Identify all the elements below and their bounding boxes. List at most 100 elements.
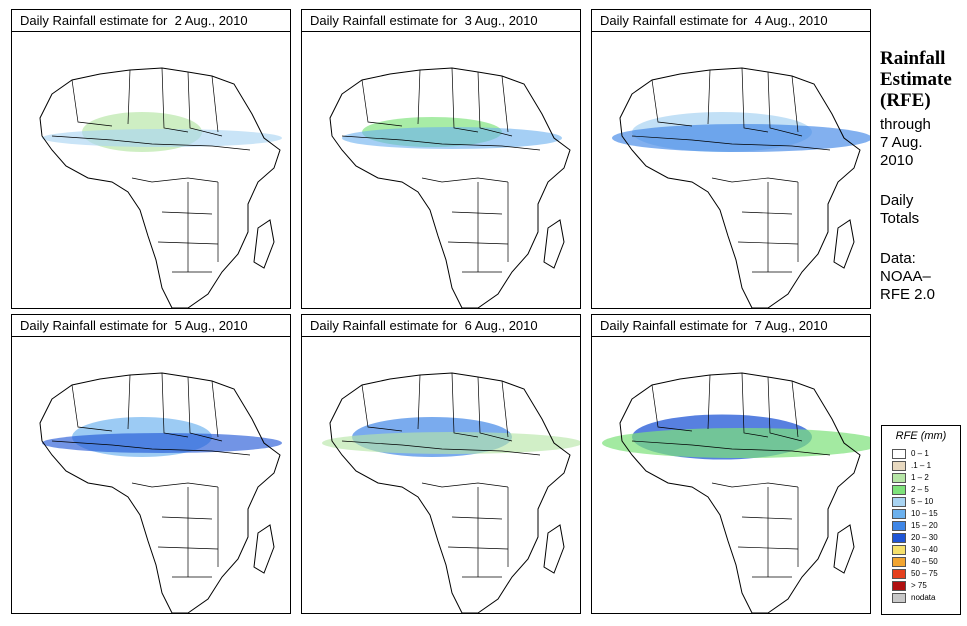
map-panel-5-aug: Daily Rainfall estimate for 5 Aug., 2010 bbox=[11, 314, 291, 614]
madagascar-outline bbox=[833, 524, 855, 574]
country-border bbox=[71, 79, 113, 127]
legend-item: 1 – 2 bbox=[892, 473, 958, 484]
totals-text: Totals bbox=[880, 210, 920, 227]
country-border bbox=[767, 71, 803, 137]
legend-swatch bbox=[892, 581, 906, 591]
panel-title: Daily Rainfall estimate for 4 Aug., 2010 bbox=[591, 9, 871, 33]
country-border bbox=[451, 516, 503, 520]
country-border bbox=[707, 374, 711, 430]
source-line: RFE 2.0 bbox=[880, 286, 936, 303]
legend-item: 10 – 15 bbox=[892, 509, 958, 520]
legend-label: .1 – 1 bbox=[911, 461, 932, 470]
country-border bbox=[161, 211, 213, 215]
country-border bbox=[741, 372, 769, 438]
country-border bbox=[161, 372, 189, 438]
data-source: Data: NOAA– RFE 2.0 bbox=[880, 250, 966, 304]
africa-map bbox=[591, 31, 871, 309]
country-border bbox=[341, 440, 541, 456]
country-border bbox=[161, 67, 189, 133]
country-border bbox=[741, 67, 769, 133]
country-border bbox=[421, 177, 509, 183]
map-canvas bbox=[39, 372, 282, 613]
country-border bbox=[631, 135, 831, 151]
map-canvas bbox=[329, 67, 571, 308]
country-border bbox=[741, 211, 793, 215]
legend-label: > 75 bbox=[911, 581, 927, 590]
map-canvas bbox=[612, 67, 870, 308]
country-border bbox=[361, 79, 403, 127]
legend-label: 0 – 1 bbox=[911, 449, 929, 458]
country-border bbox=[417, 374, 421, 430]
rfe-title-line: (RFE) bbox=[880, 90, 931, 111]
panel-title: Daily Rainfall estimate for 3 Aug., 2010 bbox=[301, 9, 581, 33]
through-date: through 7 Aug. 2010 bbox=[880, 116, 966, 170]
country-border bbox=[131, 482, 219, 488]
legend-swatch bbox=[892, 533, 906, 543]
rainfall-band bbox=[602, 428, 870, 458]
country-border bbox=[211, 380, 219, 438]
legend-swatch bbox=[892, 509, 906, 519]
country-border bbox=[707, 69, 711, 125]
africa-map bbox=[11, 31, 291, 309]
country-border bbox=[361, 384, 403, 432]
panel-title: Daily Rainfall estimate for 5 Aug., 2010 bbox=[11, 314, 291, 338]
country-border bbox=[741, 516, 793, 520]
africa-coastline bbox=[39, 372, 281, 613]
legend-label: nodata bbox=[911, 593, 936, 602]
map-panel-2-aug: Daily Rainfall estimate for 2 Aug., 2010 bbox=[11, 9, 291, 309]
legend-swatch bbox=[892, 569, 906, 579]
legend-item: > 75 bbox=[892, 581, 958, 592]
panel-title: Daily Rainfall estimate for 7 Aug., 2010 bbox=[591, 314, 871, 338]
africa-coastline bbox=[329, 67, 571, 308]
rainfall-band bbox=[342, 127, 562, 149]
country-border bbox=[187, 376, 223, 442]
rfe-title: Rainfall Estimate (RFE) bbox=[880, 48, 966, 111]
legend-swatch bbox=[892, 593, 906, 603]
africa-map bbox=[591, 336, 871, 614]
legend-title: RFE (mm) bbox=[895, 430, 947, 442]
country-border bbox=[211, 75, 219, 133]
map-panel-6-aug: Daily Rainfall estimate for 6 Aug., 2010 bbox=[301, 314, 581, 614]
legend-item: 30 – 40 bbox=[892, 545, 958, 556]
africa-map bbox=[301, 336, 581, 614]
country-border bbox=[421, 482, 509, 488]
country-border bbox=[711, 482, 799, 488]
country-border bbox=[451, 372, 479, 438]
country-border bbox=[767, 376, 803, 442]
country-border bbox=[127, 69, 131, 125]
country-border bbox=[51, 135, 251, 151]
legend-label: 20 – 30 bbox=[911, 533, 938, 542]
africa-coastline bbox=[329, 372, 571, 613]
legend-item: 20 – 30 bbox=[892, 533, 958, 544]
country-border bbox=[127, 374, 131, 430]
legend-label: 15 – 20 bbox=[911, 521, 938, 530]
legend-item: 50 – 75 bbox=[892, 569, 958, 580]
panel-title: Daily Rainfall estimate for 2 Aug., 2010 bbox=[11, 9, 291, 33]
legend-swatch bbox=[892, 485, 906, 495]
map-canvas bbox=[322, 372, 580, 613]
legend-swatch bbox=[892, 461, 906, 471]
country-border bbox=[161, 516, 213, 520]
country-border bbox=[477, 376, 513, 442]
legend-item: 40 – 50 bbox=[892, 557, 958, 568]
country-border bbox=[791, 380, 799, 438]
legend-label: 40 – 50 bbox=[911, 557, 938, 566]
country-border bbox=[651, 79, 693, 127]
legend-swatch bbox=[892, 557, 906, 567]
legend-item: 0 – 1 bbox=[892, 449, 958, 460]
madagascar-outline bbox=[253, 524, 275, 574]
rainfall-band bbox=[612, 124, 870, 152]
map-canvas bbox=[602, 372, 870, 613]
africa-map bbox=[301, 31, 581, 309]
map-panel-4-aug: Daily Rainfall estimate for 4 Aug., 2010 bbox=[591, 9, 871, 309]
rfe-legend: RFE (mm) 0 – 1 .1 – 1 1 – 2 2 – 5 5 – 10… bbox=[881, 425, 961, 615]
madagascar-outline bbox=[543, 524, 565, 574]
country-border bbox=[417, 69, 421, 125]
africa-coastline bbox=[39, 67, 281, 308]
country-border bbox=[711, 177, 799, 183]
rfe-title-line: Rainfall bbox=[880, 48, 946, 69]
country-border bbox=[791, 75, 799, 133]
country-border bbox=[651, 384, 693, 432]
country-border bbox=[501, 75, 509, 133]
africa-coastline bbox=[619, 67, 861, 308]
